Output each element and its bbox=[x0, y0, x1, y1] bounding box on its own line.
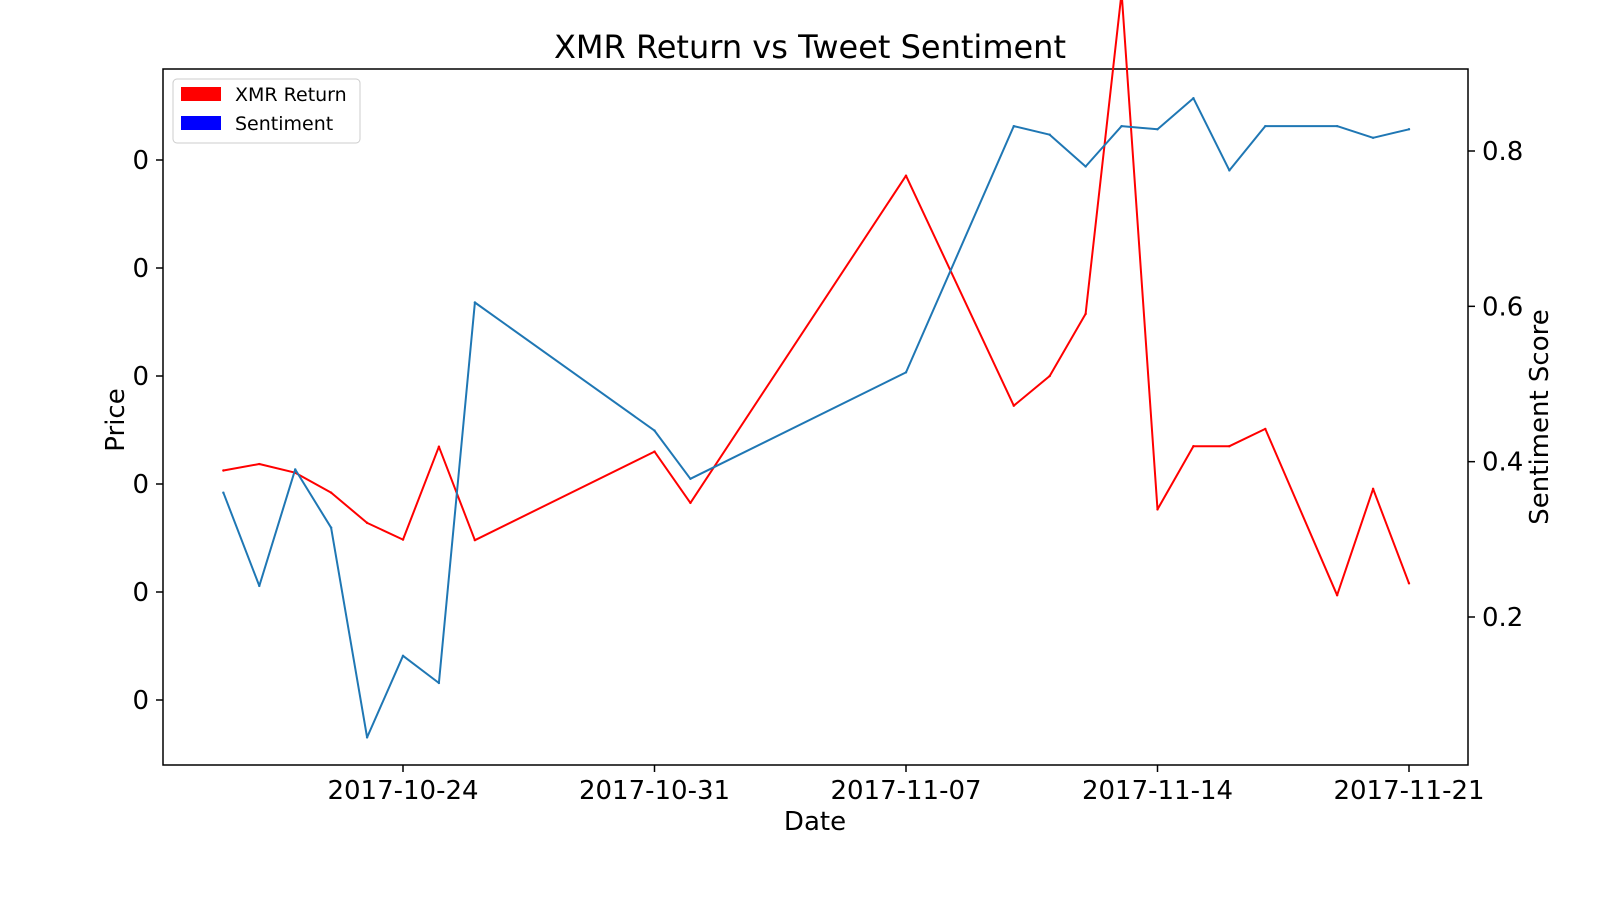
xmr-return-point bbox=[1192, 445, 1195, 448]
xmr-return-point bbox=[1264, 427, 1267, 431]
right-tick-label: 0.4 bbox=[1482, 448, 1523, 478]
sentiment-point bbox=[1120, 124, 1123, 128]
chart-title: XMR Return vs Tweet Sentiment bbox=[554, 28, 1066, 66]
legend: XMR Return Sentiment bbox=[172, 78, 361, 144]
sentiment-point bbox=[222, 491, 225, 494]
sentiment-point bbox=[294, 468, 297, 471]
x-tick-label: 2017-11-07 bbox=[830, 776, 981, 806]
xmr-return-point bbox=[473, 538, 477, 542]
x-tick-label: 2017-11-14 bbox=[1082, 776, 1233, 806]
xmr-return-point bbox=[365, 521, 369, 525]
sentiment-point bbox=[689, 477, 692, 480]
left-tick-label: 0 bbox=[132, 578, 149, 608]
xmr-return-point bbox=[653, 450, 656, 453]
sentiment-point bbox=[1156, 128, 1159, 131]
xmr-return-point bbox=[1228, 445, 1231, 448]
left-y-axis-label: Price bbox=[101, 388, 131, 451]
sentiment-line bbox=[222, 97, 1410, 739]
sentiment-point bbox=[401, 654, 405, 658]
legend-label: Sentiment bbox=[235, 113, 333, 135]
sentiment-point bbox=[1192, 96, 1195, 100]
sentiment-point bbox=[904, 371, 908, 374]
right-tick-label: 0.8 bbox=[1482, 137, 1523, 167]
sentiment-point bbox=[365, 736, 369, 739]
legend-swatch bbox=[181, 116, 221, 130]
xmr-return-point bbox=[689, 501, 692, 505]
left-tick-label: 0 bbox=[132, 146, 149, 176]
xmr-return-point bbox=[904, 174, 908, 177]
series-lines bbox=[222, 0, 1411, 739]
sentiment-point bbox=[1228, 169, 1231, 172]
left-y-axis: 0 0 0 0 0 0 bbox=[132, 146, 163, 716]
sentiment-point bbox=[1335, 124, 1339, 128]
xmr-return-point bbox=[1048, 374, 1051, 378]
x-axis-label: Date bbox=[784, 807, 846, 837]
left-tick-label: 0 bbox=[132, 686, 149, 716]
legend-label: XMR Return bbox=[235, 84, 347, 106]
xmr-return-point bbox=[1156, 508, 1159, 511]
left-tick-label: 0 bbox=[132, 254, 149, 284]
right-y-axis: 0.2 0.4 0.6 0.8 bbox=[1468, 137, 1523, 633]
sentiment-point bbox=[1264, 124, 1267, 128]
x-axis: 2017-10-24 2017-10-31 2017-11-07 2017-11-14… bbox=[327, 765, 1485, 806]
xmr-return-point bbox=[258, 462, 261, 466]
plot-area bbox=[162, 68, 1469, 766]
xmr-return-point bbox=[1371, 487, 1375, 491]
xmr-return-line bbox=[223, 0, 1410, 597]
right-tick-label: 0.2 bbox=[1482, 603, 1523, 633]
xmr-return-point bbox=[1012, 404, 1015, 407]
xmr-return-point bbox=[329, 491, 333, 494]
sentiment-point bbox=[437, 681, 441, 685]
xmr-return-point bbox=[401, 538, 405, 541]
right-y-axis-label: Sentiment Score bbox=[1525, 309, 1555, 524]
left-tick-label: 0 bbox=[132, 470, 149, 500]
x-tick-label: 2017-10-31 bbox=[579, 776, 730, 806]
x-tick-label: 2017-10-24 bbox=[327, 776, 478, 806]
xmr-return-point bbox=[1335, 594, 1339, 597]
sentiment-point bbox=[653, 429, 656, 432]
xmr-return-point bbox=[222, 469, 225, 472]
right-tick-label: 0.6 bbox=[1482, 292, 1523, 322]
sentiment-point bbox=[1407, 128, 1411, 131]
left-tick-label: 0 bbox=[132, 362, 149, 392]
xmr-return-point bbox=[1407, 582, 1411, 585]
sentiment-point bbox=[1048, 133, 1051, 136]
sentiment-point bbox=[473, 301, 477, 304]
sentiment-point bbox=[1084, 165, 1087, 168]
sentiment-point bbox=[329, 526, 333, 529]
xmr-return-point bbox=[1084, 312, 1087, 316]
legend-swatch bbox=[181, 87, 221, 101]
xmr-return-point bbox=[437, 445, 441, 448]
sentiment-point bbox=[258, 584, 261, 588]
x-tick-label: 2017-11-21 bbox=[1333, 776, 1484, 806]
sentiment-point bbox=[1371, 136, 1375, 139]
sentiment-point bbox=[1012, 124, 1015, 128]
